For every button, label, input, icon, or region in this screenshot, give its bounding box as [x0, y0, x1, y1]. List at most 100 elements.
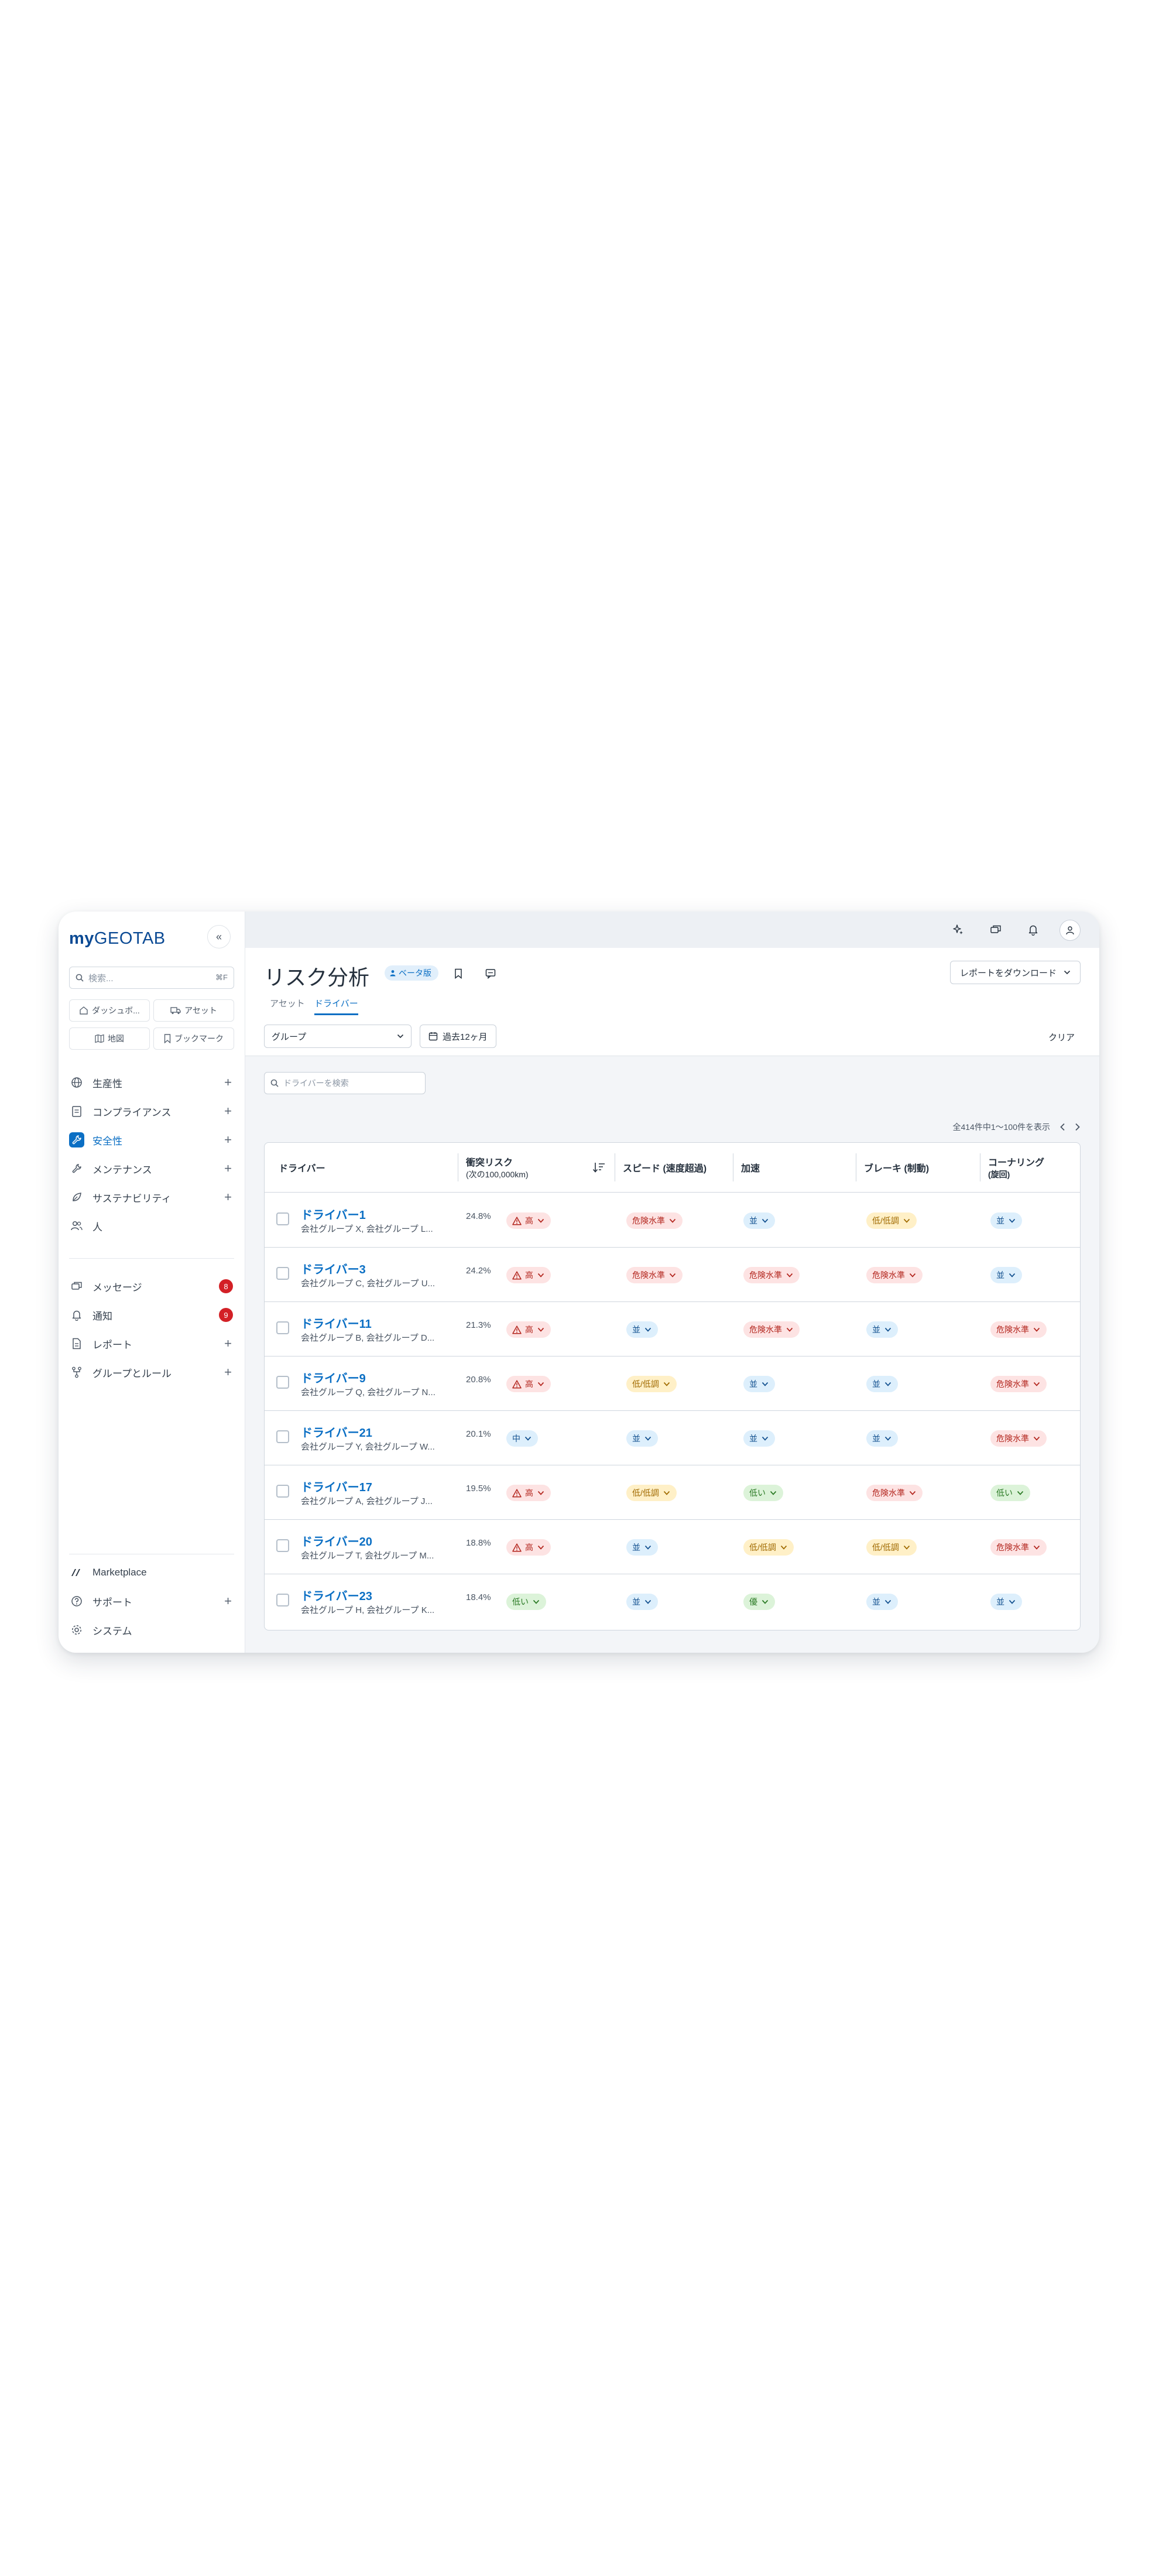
row-checkbox[interactable] [276, 1376, 289, 1389]
cornering-rating-pill[interactable]: 並 [990, 1267, 1022, 1283]
acceleration-rating-pill[interactable]: 並 [743, 1212, 775, 1229]
download-report-button[interactable]: レポートをダウンロード [949, 961, 1081, 984]
bell-icon[interactable] [1023, 920, 1043, 940]
acceleration-rating-pill[interactable]: 低い [743, 1485, 783, 1501]
acceleration-rating-pill[interactable]: 危険水準 [743, 1321, 800, 1338]
braking-rating-pill[interactable]: 並 [866, 1430, 898, 1447]
mygeotab-logo[interactable]: myGEOTAB [69, 929, 166, 948]
expand-plus-icon[interactable]: + [224, 1365, 232, 1379]
shortcut-bookmarks[interactable]: ブックマーク [153, 1027, 234, 1050]
column-header-collision-risk[interactable]: 衝突リスク (次の100,000km) [466, 1158, 529, 1179]
column-header-braking[interactable]: ブレーキ (制動) [864, 1164, 930, 1174]
column-header-speed[interactable]: スピード (速度超過) [623, 1164, 707, 1174]
acceleration-rating-pill[interactable]: 優 [743, 1594, 775, 1610]
date-range-button[interactable]: 過去12ヶ月 [420, 1025, 496, 1048]
sidebar-item-compliance[interactable]: コンプライアンス + [69, 1099, 234, 1123]
cornering-rating-pill[interactable]: 危険水準 [990, 1539, 1047, 1556]
acceleration-rating-pill[interactable]: 並 [743, 1430, 775, 1447]
sidebar-item-notifications[interactable]: 通知 9 [69, 1303, 234, 1327]
shortcut-assets[interactable]: アセット [153, 999, 234, 1022]
table-row[interactable]: ドライバー23 会社グループ H, 会社グループ K... 18.4% 低い 並 優 並 並 [265, 1574, 1080, 1628]
braking-rating-pill[interactable]: 低/低調 [866, 1212, 917, 1229]
collision-risk-pill[interactable]: 高 [506, 1539, 551, 1556]
bookmark-icon[interactable] [450, 965, 467, 982]
driver-search-input[interactable]: ドライバーを検索 [264, 1072, 426, 1094]
expand-plus-icon[interactable]: + [224, 1161, 232, 1176]
cornering-rating-pill[interactable]: 低い [990, 1485, 1030, 1501]
sidebar-item-support[interactable]: サポート + [69, 1590, 234, 1613]
driver-name-link[interactable]: ドライバー9 [301, 1372, 366, 1385]
row-checkbox[interactable] [276, 1539, 289, 1552]
braking-rating-pill[interactable]: 並 [866, 1594, 898, 1610]
table-row[interactable]: ドライバー21 会社グループ Y, 会社グループ W... 20.1% 中 並 並 並 危険水… [265, 1410, 1080, 1465]
next-page-icon[interactable] [1075, 1123, 1081, 1131]
shortcut-map[interactable]: 地図 [69, 1027, 150, 1050]
sidebar-item-system[interactable]: システム [69, 1618, 234, 1642]
feedback-icon[interactable] [482, 965, 499, 982]
sparkle-ai-icon[interactable] [948, 920, 968, 940]
acceleration-rating-pill[interactable]: 低/低調 [743, 1539, 794, 1556]
table-row[interactable]: ドライバー11 会社グループ B, 会社グループ D... 21.3% 高 並 危険水準 並… [265, 1301, 1080, 1356]
driver-name-link[interactable]: ドライバー23 [301, 1590, 372, 1603]
sidebar-item-people[interactable]: 人 [69, 1214, 234, 1238]
collision-risk-pill[interactable]: 高 [506, 1321, 551, 1338]
clear-filters-button[interactable]: クリア [1048, 1033, 1075, 1043]
speed-rating-pill[interactable]: 低/低調 [626, 1485, 677, 1501]
collision-risk-pill[interactable]: 高 [506, 1485, 551, 1501]
sidebar-search-input[interactable]: 検索... ⌘F [69, 967, 234, 989]
sidebar-item-groups-rules[interactable]: グループとルール + [69, 1361, 234, 1384]
braking-rating-pill[interactable]: 並 [866, 1376, 898, 1392]
sidebar-item-productivity[interactable]: 生産性 + [69, 1071, 234, 1094]
row-checkbox[interactable] [276, 1212, 289, 1225]
expand-plus-icon[interactable]: + [224, 1075, 232, 1090]
expand-plus-icon[interactable]: + [224, 1104, 232, 1118]
table-row[interactable]: ドライバー20 会社グループ T, 会社グループ M... 18.8% 高 並 低/低調 低… [265, 1519, 1080, 1574]
sidebar-item-sustainability[interactable]: サステナビリティ + [69, 1186, 234, 1209]
collision-risk-pill[interactable]: 高 [506, 1212, 551, 1229]
collision-risk-pill[interactable]: 低い [506, 1594, 546, 1610]
previous-page-icon[interactable] [1059, 1123, 1065, 1131]
row-checkbox[interactable] [276, 1485, 289, 1498]
collision-risk-pill[interactable]: 高 [506, 1267, 551, 1283]
speed-rating-pill[interactable]: 並 [626, 1321, 658, 1338]
braking-rating-pill[interactable]: 危険水準 [866, 1267, 923, 1283]
cornering-rating-pill[interactable]: 危険水準 [990, 1430, 1047, 1447]
table-row[interactable]: ドライバー9 会社グループ Q, 会社グループ N... 20.8% 高 低/低調 並 並 危… [265, 1356, 1080, 1411]
row-checkbox[interactable] [276, 1430, 289, 1443]
acceleration-rating-pill[interactable]: 危険水準 [743, 1267, 800, 1283]
table-row[interactable]: ドライバー17 会社グループ A, 会社グループ J... 19.5% 高 低/低調 低い… [265, 1465, 1080, 1520]
speed-rating-pill[interactable]: 危険水準 [626, 1267, 683, 1283]
messages-icon[interactable] [986, 920, 1006, 940]
sort-descending-icon[interactable] [592, 1143, 605, 1192]
shortcut-dashboard[interactable]: ダッシュボ... [69, 999, 150, 1022]
expand-plus-icon[interactable]: + [224, 1132, 232, 1147]
expand-plus-icon[interactable]: + [224, 1336, 232, 1351]
braking-rating-pill[interactable]: 並 [866, 1321, 898, 1338]
driver-name-link[interactable]: ドライバー20 [301, 1536, 372, 1549]
sidebar-item-marketplace[interactable]: Marketplace [69, 1561, 234, 1584]
speed-rating-pill[interactable]: 低/低調 [626, 1376, 677, 1392]
group-select[interactable]: グループ [264, 1025, 412, 1048]
cornering-rating-pill[interactable]: 危険水準 [990, 1321, 1047, 1338]
driver-name-link[interactable]: ドライバー11 [301, 1318, 372, 1331]
column-header-acceleration[interactable]: 加速 [741, 1164, 760, 1174]
collision-risk-pill[interactable]: 中 [506, 1430, 538, 1447]
table-row[interactable]: ドライバー3 会社グループ C, 会社グループ U... 24.2% 高 危険水準 危険水… [265, 1247, 1080, 1302]
row-checkbox[interactable] [276, 1267, 289, 1280]
sidebar-item-maintenance[interactable]: メンテナンス + [69, 1157, 234, 1180]
speed-rating-pill[interactable]: 並 [626, 1539, 658, 1556]
braking-rating-pill[interactable]: 危険水準 [866, 1485, 923, 1501]
sidebar-item-safety[interactable]: 安全性 + [69, 1128, 234, 1152]
speed-rating-pill[interactable]: 危険水準 [626, 1212, 683, 1229]
driver-name-link[interactable]: ドライバー1 [301, 1209, 366, 1222]
expand-plus-icon[interactable]: + [224, 1594, 232, 1608]
driver-name-link[interactable]: ドライバー17 [301, 1481, 372, 1494]
expand-plus-icon[interactable]: + [224, 1190, 232, 1204]
speed-rating-pill[interactable]: 並 [626, 1594, 658, 1610]
user-avatar-icon[interactable] [1059, 920, 1081, 941]
collision-risk-pill[interactable]: 高 [506, 1376, 551, 1392]
cornering-rating-pill[interactable]: 並 [990, 1594, 1022, 1610]
collapse-sidebar-button[interactable]: « [207, 925, 231, 948]
column-header-cornering[interactable]: コーナリング (旋回) [988, 1158, 1045, 1179]
cornering-rating-pill[interactable]: 危険水準 [990, 1376, 1047, 1392]
